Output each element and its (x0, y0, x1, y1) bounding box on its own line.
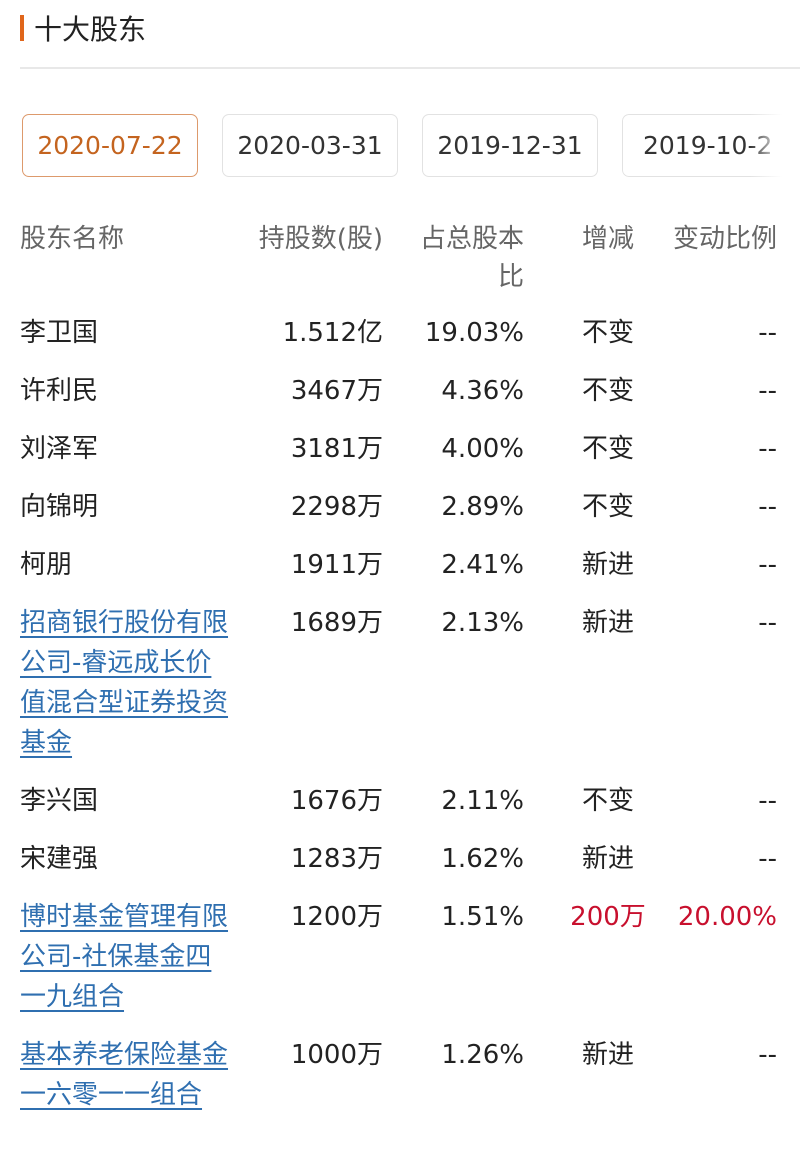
shareholder-name: 李兴国 (20, 786, 99, 816)
change-ratio: -- (758, 1040, 777, 1070)
table-row: 招商银行股份有限公司-睿远成长价值混合型证券投资基金 1689万 2.13% 新进 -- (20, 594, 777, 772)
share-percent: 19.03% (424, 318, 524, 348)
share-percent: 2.41% (441, 550, 524, 580)
shares-held: 1000万 (290, 1040, 383, 1070)
shareholders-table: 股东名称 持股数(股) 占总股本比 增减 变动比例 李卫国 1.512亿 19.03… (20, 220, 777, 1124)
table-row: 刘泽军 3181万 4.00% 不变 -- (20, 420, 777, 478)
table-row: 李兴国 1676万 2.11% 不变 -- (20, 772, 777, 830)
change-ratio: -- (758, 434, 777, 464)
header-percent-label: 占总股本比 (419, 224, 524, 292)
shares-held: 3181万 (290, 434, 383, 464)
shares-held: 3467万 (290, 376, 383, 406)
shares-held: 1676万 (290, 786, 383, 816)
table-row: 基本养老保险基金一六零一一组合 1000万 1.26% 新进 -- (20, 1026, 777, 1124)
tab-date[interactable]: 2020-07-22 (22, 114, 198, 177)
share-percent: 4.36% (441, 376, 524, 406)
shareholder-link[interactable]: 基本养老保险基金一六零一一组合 (20, 1040, 229, 1110)
table-row: 李卫国 1.512亿 19.03% 不变 -- (20, 304, 777, 362)
share-percent: 2.13% (441, 608, 524, 638)
change-value: 新进 (581, 844, 634, 874)
tab-date[interactable]: 2019-12-31 (422, 114, 598, 177)
table-header: 股东名称 持股数(股) 占总股本比 增减 变动比例 (20, 220, 777, 304)
shares-held: 1.512亿 (282, 318, 383, 348)
header-shares: 持股数(股) (258, 224, 383, 254)
change-ratio: -- (758, 844, 777, 874)
shares-held: 1200万 (290, 902, 383, 932)
shareholder-name: 向锦明 (20, 492, 99, 522)
shareholder-name: 宋建强 (20, 844, 99, 874)
header-ratio: 变动比例 (672, 224, 777, 254)
change-value: 200万 (570, 902, 646, 932)
change-value: 新进 (581, 550, 634, 580)
shares-held: 1911万 (290, 550, 383, 580)
change-ratio: -- (758, 376, 777, 406)
shares-held: 2298万 (290, 492, 383, 522)
table-row: 许利民 3467万 4.36% 不变 -- (20, 362, 777, 420)
change-value: 不变 (581, 318, 634, 348)
change-ratio: -- (758, 318, 777, 348)
change-value: 不变 (581, 434, 634, 464)
change-value: 新进 (581, 608, 634, 638)
share-percent: 1.26% (441, 1040, 524, 1070)
shares-held: 1689万 (290, 608, 383, 638)
change-value: 新进 (581, 1040, 634, 1070)
shareholder-name: 许利民 (20, 376, 99, 406)
share-percent: 2.11% (441, 786, 524, 816)
change-value: 不变 (581, 786, 634, 816)
shareholder-link[interactable]: 博时基金管理有限公司-社保基金四一九组合 (20, 902, 229, 1012)
change-value: 不变 (581, 492, 634, 522)
share-percent: 1.62% (441, 844, 524, 874)
shareholder-name: 柯朋 (20, 550, 73, 580)
change-ratio: -- (758, 608, 777, 638)
change-ratio: -- (758, 492, 777, 522)
tab-date[interactable]: 2019-10-2 (622, 114, 782, 177)
share-percent: 4.00% (441, 434, 524, 464)
change-ratio: -- (758, 550, 777, 580)
header-change: 增减 (581, 224, 634, 254)
share-percent: 1.51% (441, 902, 524, 932)
header-name: 股东名称 (20, 224, 125, 254)
date-tabs: 2020-07-22 2020-03-31 2019-12-31 2019-10… (22, 114, 782, 177)
section-header: 十大股东 (20, 8, 146, 48)
table-row: 柯朋 1911万 2.41% 新进 -- (20, 536, 777, 594)
tab-date[interactable]: 2020-03-31 (222, 114, 398, 177)
shareholder-link[interactable]: 招商银行股份有限公司-睿远成长价值混合型证券投资基金 (20, 608, 229, 758)
change-value: 不变 (581, 376, 634, 406)
shareholder-name: 刘泽军 (20, 434, 99, 464)
table-row: 宋建强 1283万 1.62% 新进 -- (20, 830, 777, 888)
section-title: 十大股东 (34, 13, 147, 46)
table-row: 博时基金管理有限公司-社保基金四一九组合 1200万 1.51% 200万 20.00% (20, 888, 777, 1026)
table-row: 向锦明 2298万 2.89% 不变 -- (20, 478, 777, 536)
shareholder-name: 李卫国 (20, 318, 99, 348)
change-ratio: 20.00% (677, 902, 777, 932)
header-percent: 占总股本比 (383, 220, 524, 296)
change-ratio: -- (758, 786, 777, 816)
divider (20, 67, 800, 69)
accent-bar (20, 15, 24, 41)
shares-held: 1283万 (290, 844, 383, 874)
share-percent: 2.89% (441, 492, 524, 522)
